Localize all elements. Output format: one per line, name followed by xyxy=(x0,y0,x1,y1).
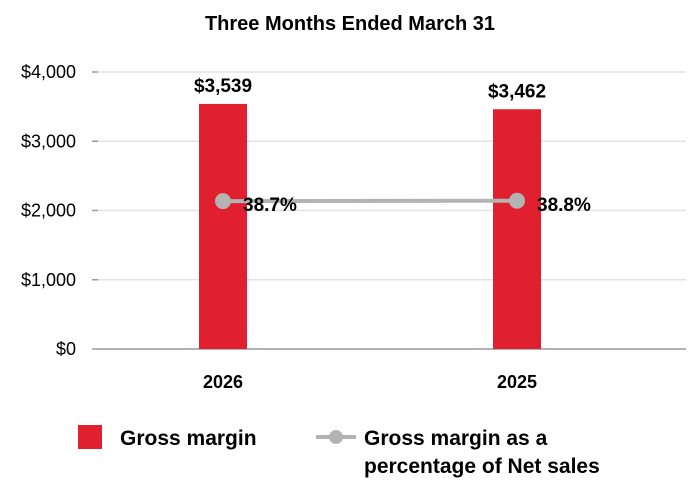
x-category-label: 2026 xyxy=(203,372,243,392)
gridlines xyxy=(98,71,686,281)
bar-data-labels: $3,539 $3,462 xyxy=(194,76,546,102)
bar-value-label: $3,539 xyxy=(194,76,252,97)
bars xyxy=(199,103,541,349)
percentage-value-label: 38.8% xyxy=(537,195,591,216)
percentage-point xyxy=(509,192,525,209)
y-tick-label: $3,000 xyxy=(21,131,76,151)
percentage-line: 38.7% 38.8% xyxy=(215,192,591,216)
percentage-value-label: 38.7% xyxy=(243,195,297,216)
legend-label-gross-margin: Gross margin xyxy=(120,427,257,450)
x-category-label: 2025 xyxy=(497,372,537,392)
legend-swatch-gross-margin xyxy=(78,425,102,449)
percentage-point xyxy=(215,193,231,210)
y-tick-label: $1,000 xyxy=(21,270,76,290)
bar xyxy=(199,103,247,349)
y-tick-label: $4,000 xyxy=(21,62,76,82)
y-axis-ticks: $0 $1,000 $2,000 $3,000 $4,000 xyxy=(21,62,98,359)
x-axis-categories: 2026 2025 xyxy=(203,372,537,392)
legend-marker-percentage xyxy=(329,430,343,444)
y-tick-label: $2,000 xyxy=(21,201,76,221)
legend: Gross margin Gross margin as a percentag… xyxy=(78,425,600,478)
bar xyxy=(493,109,541,349)
legend-label-percentage-line1: Gross margin as a xyxy=(364,427,548,450)
legend-label-percentage-line2: percentage of Net sales xyxy=(364,455,600,478)
y-tick-label: $0 xyxy=(56,339,76,359)
chart-title: Three Months Ended March 31 xyxy=(205,13,495,35)
bar-value-label: $3,462 xyxy=(488,81,546,102)
